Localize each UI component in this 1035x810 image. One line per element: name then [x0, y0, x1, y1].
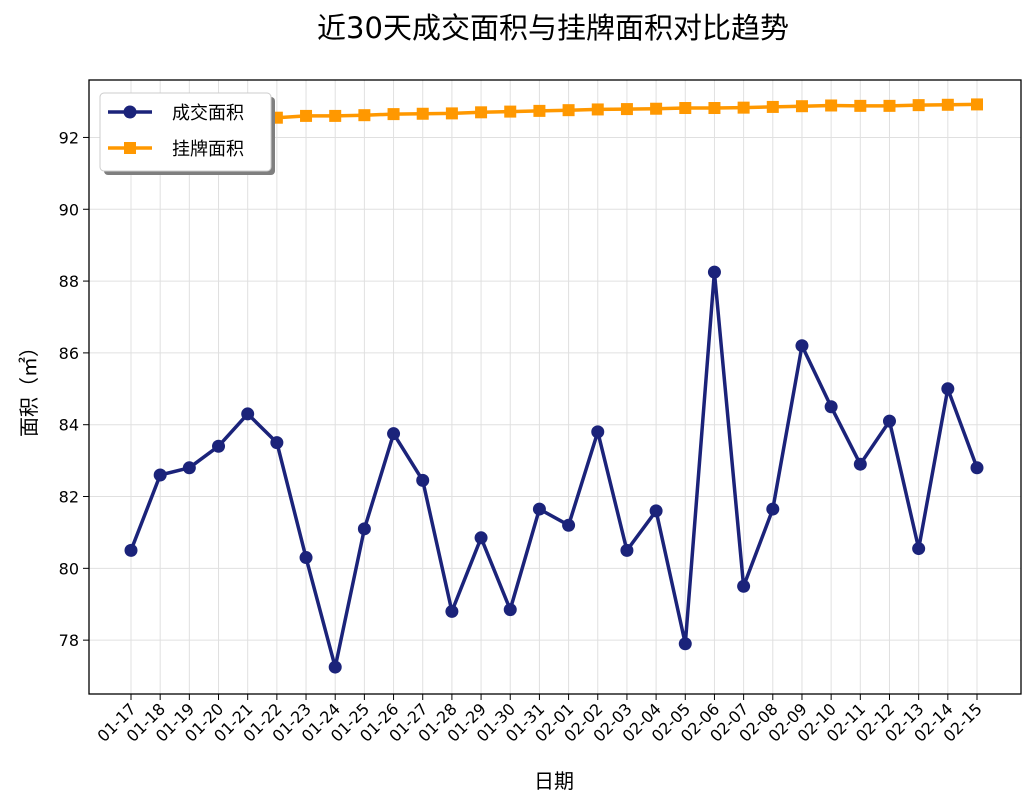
y-tick-label: 90 — [59, 200, 79, 219]
grid — [89, 80, 1021, 694]
data-point-1 — [708, 102, 721, 115]
legend-marker-listing — [124, 142, 136, 154]
data-point-1 — [971, 98, 983, 111]
data-point-0 — [795, 339, 809, 353]
data-point-0 — [124, 543, 138, 557]
data-point-0 — [824, 400, 838, 414]
series-line-0 — [129, 270, 979, 669]
data-point-1 — [562, 104, 575, 117]
data-point-0 — [416, 473, 430, 487]
data-point-1 — [941, 98, 954, 111]
legend: 成交面积 挂牌面积 — [99, 92, 275, 175]
data-point-1 — [912, 99, 925, 112]
data-point-1 — [854, 99, 867, 112]
legend-item-listing: 挂牌面积 — [108, 139, 244, 160]
data-point-1 — [533, 104, 546, 117]
data-point-1 — [445, 107, 458, 120]
y-tick-label: 86 — [59, 344, 79, 363]
data-point-0 — [912, 542, 926, 556]
y-tick-label: 82 — [59, 488, 79, 507]
data-point-1 — [475, 106, 488, 119]
chart-title: 近30天成交面积与挂牌面积对比趋势 — [317, 11, 789, 45]
legend-label-listing: 挂牌面积 — [172, 139, 244, 160]
data-point-0 — [445, 604, 459, 618]
data-point-0 — [182, 461, 196, 475]
data-point-1 — [387, 108, 400, 121]
data-point-1 — [650, 102, 663, 115]
data-point-0 — [882, 414, 896, 428]
y-tick-label: 78 — [59, 631, 79, 650]
data-point-1 — [679, 102, 692, 115]
data-point-0 — [678, 637, 692, 651]
data-point-0 — [357, 522, 371, 536]
data-point-1 — [300, 109, 313, 122]
y-axis-label: 面积（㎡） — [17, 337, 41, 437]
y-tick-label: 92 — [59, 128, 79, 147]
y-tick-label: 84 — [59, 416, 79, 435]
data-point-0 — [241, 407, 255, 421]
data-point-1 — [766, 100, 779, 113]
data-point-0 — [474, 531, 488, 545]
data-point-1 — [416, 107, 429, 120]
data-point-0 — [328, 660, 342, 674]
y-tick-label: 80 — [59, 559, 79, 578]
data-point-0 — [153, 468, 167, 482]
data-point-0 — [503, 603, 517, 617]
data-point-0 — [649, 504, 663, 518]
legend-item-deal: 成交面积 — [108, 103, 244, 124]
legend-marker-deal — [123, 105, 137, 119]
data-point-0 — [562, 518, 576, 532]
data-point-1 — [358, 109, 371, 122]
data-point-0 — [620, 543, 634, 557]
data-point-1 — [883, 99, 896, 112]
data-point-1 — [620, 103, 633, 116]
data-point-0 — [737, 579, 751, 593]
data-point-0 — [941, 382, 955, 396]
plot-frame — [88, 79, 1022, 695]
data-point-0 — [532, 502, 546, 516]
data-point-1 — [795, 100, 808, 113]
plot-area — [124, 98, 984, 674]
data-point-0 — [270, 436, 284, 450]
y-tick-label: 88 — [59, 272, 79, 291]
data-point-0 — [707, 265, 721, 279]
data-point-0 — [212, 439, 226, 453]
data-point-1 — [825, 99, 838, 112]
data-point-1 — [504, 105, 517, 118]
legend-label-deal: 成交面积 — [172, 103, 244, 124]
data-point-0 — [387, 427, 401, 441]
data-point-0 — [853, 457, 867, 471]
data-point-1 — [591, 103, 604, 116]
data-point-0 — [970, 461, 984, 475]
data-point-0 — [766, 502, 780, 516]
x-axis-label: 日期 — [534, 769, 574, 793]
data-point-0 — [299, 551, 313, 565]
data-point-1 — [737, 101, 750, 114]
data-point-0 — [591, 425, 605, 439]
data-point-1 — [329, 109, 342, 122]
